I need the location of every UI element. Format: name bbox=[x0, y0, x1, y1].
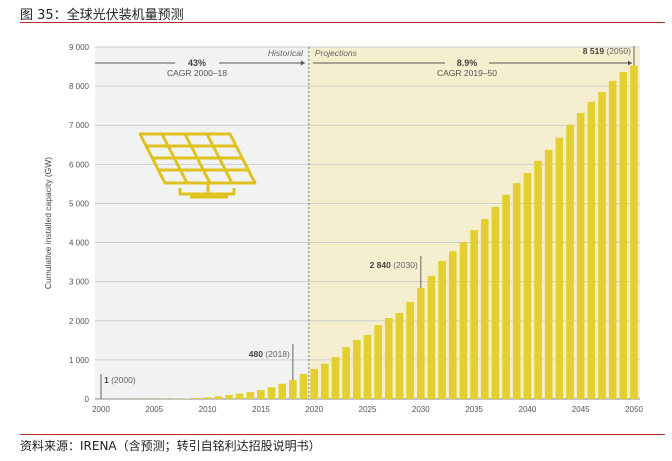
bar-2012 bbox=[225, 395, 233, 399]
annotation-label: 480 (2018) bbox=[249, 349, 290, 359]
bar-2041 bbox=[534, 160, 542, 399]
solar-panel-icon bbox=[138, 132, 257, 199]
annotation-label: 2 840 (2030) bbox=[370, 260, 418, 270]
bar-2048 bbox=[608, 81, 617, 399]
x-tick-label: 2045 bbox=[572, 405, 590, 414]
bar-2015 bbox=[257, 390, 265, 399]
x-tick-label: 2040 bbox=[519, 405, 537, 414]
y-tick-label: 7 000 bbox=[69, 121, 90, 130]
y-axis-label: Cumulative installed capacity (GW) bbox=[43, 157, 53, 289]
bar-2047 bbox=[598, 91, 606, 399]
x-tick-label: 2020 bbox=[305, 405, 323, 414]
bar-2036 bbox=[480, 219, 489, 399]
y-tick-label: 4 000 bbox=[69, 239, 90, 248]
bar-2014 bbox=[246, 392, 255, 399]
bar-2020 bbox=[310, 368, 318, 399]
bar-2030 bbox=[417, 287, 425, 399]
bar-2027 bbox=[385, 318, 393, 399]
source-divider bbox=[20, 434, 665, 435]
y-tick-label: 0 bbox=[85, 395, 90, 404]
historical-arrowhead bbox=[300, 60, 305, 66]
historical-label: Historical bbox=[268, 48, 304, 58]
source-note: 资料来源：IRENA（含预测；转引自铭利达招股说明书） bbox=[20, 439, 321, 453]
x-tick-label: 2000 bbox=[92, 405, 110, 414]
bar-2049 bbox=[619, 72, 628, 399]
bar-2028 bbox=[395, 312, 404, 399]
y-tick-label: 2 000 bbox=[69, 317, 90, 326]
x-tick-label: 2025 bbox=[359, 405, 377, 414]
bar-2018 bbox=[289, 380, 297, 399]
annotation-value: 480 bbox=[249, 349, 266, 359]
x-tick-label: 2010 bbox=[199, 405, 217, 414]
annotation-value: 1 bbox=[104, 375, 111, 385]
y-tick-label: 1 000 bbox=[69, 356, 90, 365]
bar-2029 bbox=[406, 302, 414, 399]
bar-2031 bbox=[427, 275, 436, 399]
bar-2046 bbox=[587, 101, 596, 399]
projections-label: Projections bbox=[315, 48, 358, 58]
y-tick-label: 8 000 bbox=[69, 82, 90, 91]
x-tick-label: 2030 bbox=[412, 405, 430, 414]
bar-2032 bbox=[438, 260, 446, 399]
historical-cagr-label: CAGR 2000–18 bbox=[167, 68, 227, 78]
bar-2013 bbox=[235, 393, 244, 399]
figure-title: 图 35：全球光伏装机量预测 bbox=[20, 8, 184, 23]
y-tick-label: 9 000 bbox=[69, 43, 90, 52]
bar-2038 bbox=[502, 194, 510, 399]
annotation-year: (2030) bbox=[393, 260, 418, 270]
bar-2023 bbox=[342, 346, 350, 399]
bar-2025 bbox=[363, 334, 372, 399]
bar-2016 bbox=[267, 387, 276, 399]
bar-2033 bbox=[448, 251, 457, 399]
x-tick-label: 2035 bbox=[465, 405, 483, 414]
y-tick-label: 3 000 bbox=[69, 278, 90, 287]
annotation-label: 1 (2000) bbox=[104, 375, 136, 385]
y-tick-label: 6 000 bbox=[69, 160, 90, 169]
x-tick-label: 2050 bbox=[625, 405, 643, 414]
bar-2040 bbox=[523, 172, 532, 399]
bar-2017 bbox=[278, 383, 287, 399]
bar-2021 bbox=[321, 363, 329, 399]
annotation-year: (2050) bbox=[606, 46, 631, 56]
x-tick-label: 2015 bbox=[252, 405, 270, 414]
projections-cagr-label: CAGR 2019–50 bbox=[437, 68, 497, 78]
bar-2022 bbox=[331, 357, 340, 399]
bar-2039 bbox=[512, 183, 521, 399]
title-divider bbox=[20, 22, 665, 23]
bar-2024 bbox=[353, 339, 361, 399]
historical-region bbox=[95, 47, 309, 399]
bar-2042 bbox=[544, 149, 553, 399]
projections-arrowhead bbox=[628, 60, 632, 66]
bar-2037 bbox=[491, 206, 500, 399]
bar-2026 bbox=[374, 325, 382, 399]
y-tick-label: 5 000 bbox=[69, 199, 90, 208]
bar-2008 bbox=[182, 398, 191, 399]
annotation-year: (2000) bbox=[111, 375, 136, 385]
bar-2050 bbox=[630, 65, 638, 400]
bar-2035 bbox=[470, 230, 478, 399]
bar-2009 bbox=[193, 398, 201, 399]
x-tick-label: 2005 bbox=[145, 405, 163, 414]
projections-cagr-value: 8.9% bbox=[457, 58, 478, 68]
annotation-value: 2 840 bbox=[370, 260, 394, 270]
historical-cagr-value: 43% bbox=[188, 58, 206, 68]
annotation-label: 8 519 (2050) bbox=[583, 46, 631, 56]
annotation-value: 8 519 bbox=[583, 46, 607, 56]
bar-2045 bbox=[576, 113, 585, 399]
bar-2011 bbox=[214, 396, 223, 399]
annotation-year: (2018) bbox=[265, 349, 290, 359]
bar-2043 bbox=[555, 137, 564, 399]
bar-2010 bbox=[203, 397, 212, 399]
bar-2044 bbox=[566, 124, 574, 399]
bar-2019 bbox=[299, 373, 308, 399]
bar-2034 bbox=[459, 242, 468, 399]
